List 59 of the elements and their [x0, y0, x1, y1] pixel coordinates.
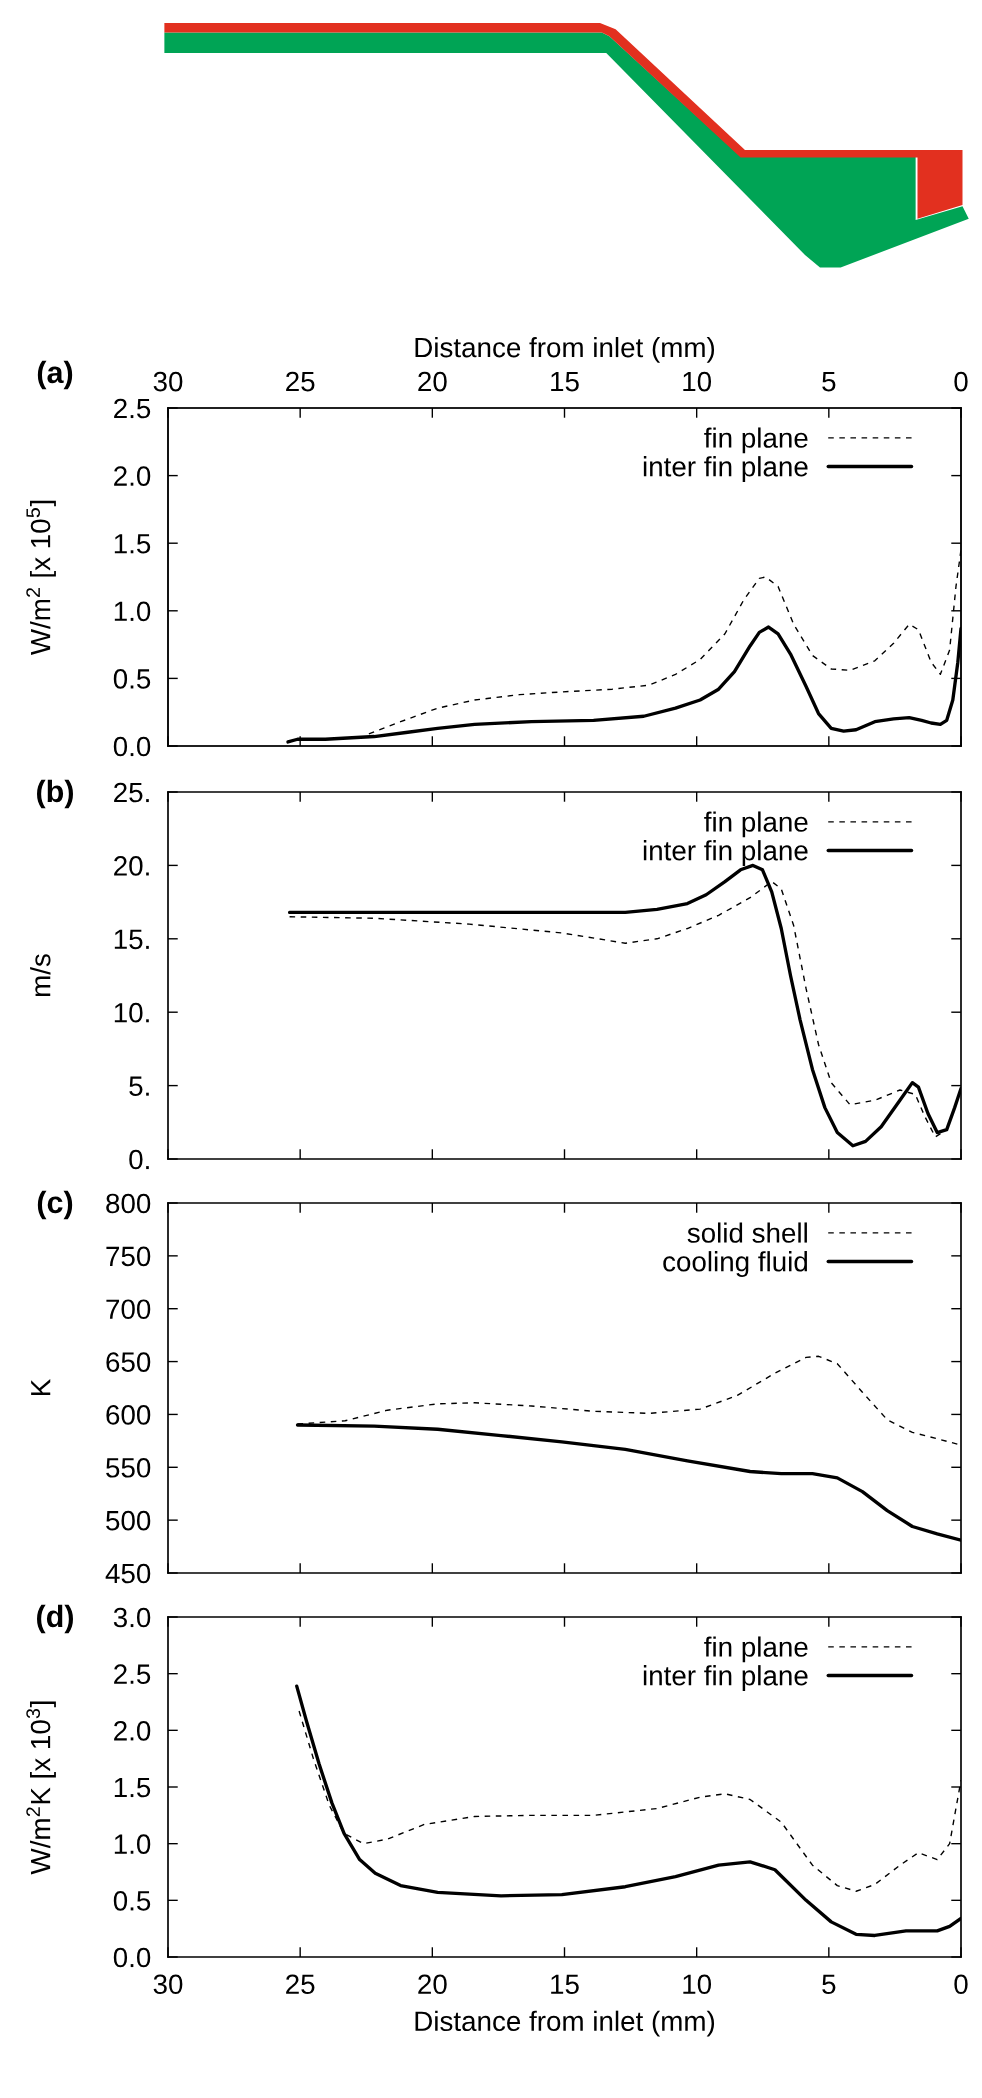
y-tick-label: 700	[106, 1299, 151, 1320]
y-tick-label: 3.0	[113, 1607, 151, 1628]
y-tick-label: 2.5	[114, 1664, 151, 1685]
x-tick-label: 5	[822, 1974, 836, 1995]
chart-title: (b)	[37, 779, 73, 809]
legend-label: fin plane	[704, 811, 808, 838]
legend-label: cooling fluid	[663, 1251, 807, 1278]
x-tick-label: 30	[153, 1974, 183, 1995]
y-axis-title: K	[31, 1379, 51, 1395]
y-tick-label: 1.5	[114, 1777, 151, 1798]
y-axis-title: W/m$^{2}$ [x 10$^{5}$]	[26, 500, 56, 656]
y-tick-label: 0.	[129, 1149, 149, 1170]
y-tick-label: 2.0	[114, 1721, 151, 1741]
legend-label: fin plane	[704, 1636, 808, 1663]
y-tick-label: 5.	[129, 1076, 149, 1096]
x2-tick-label: 0	[954, 371, 968, 392]
y-tick-label: 15.	[114, 929, 149, 950]
legend-label: solid shell	[687, 1222, 807, 1243]
y-tick-label: 0.5	[113, 1891, 151, 1911]
y-tick-label: 1.0	[114, 601, 151, 622]
y-tick-label: 550	[106, 1457, 151, 1478]
x2-tick-label: 25	[286, 371, 315, 392]
y-tick-label: 1.0	[114, 1834, 151, 1855]
x2-tick-label: 5	[822, 372, 836, 392]
y-tick-label: 2.0	[114, 466, 151, 486]
y-tick-label: 25.	[114, 782, 149, 803]
legend-label: fin plane	[704, 427, 808, 454]
y-tick-label: 500	[106, 1510, 151, 1531]
y-tick-label: 1.5	[114, 534, 151, 554]
y-tick-label: 2.5	[114, 398, 151, 419]
x2-tick-label: 10	[683, 371, 712, 392]
chart-title: (c)	[37, 1190, 73, 1220]
x2-tick-label: 15	[551, 372, 579, 392]
legend-label: inter fin plane	[643, 840, 808, 867]
x-tick-label: 15	[551, 1974, 579, 1995]
y-tick-label: 450	[105, 1563, 151, 1584]
x2-tick-label: 20	[418, 371, 447, 392]
y-tick-label: 10.	[114, 1002, 149, 1023]
x-axis-title: Distance from inlet (mm)	[415, 2010, 715, 2037]
x-tick-label: 25	[286, 1974, 315, 1995]
y-tick-label: 20.	[114, 856, 149, 876]
y-tick-label: 0.5	[113, 669, 151, 689]
x-tick-label: 20	[418, 1974, 447, 1995]
x2-axis-title: Distance from inlet (mm)	[415, 336, 715, 363]
y-tick-label: 0.0	[113, 736, 151, 757]
chart-title: (a)	[37, 360, 73, 390]
y-tick-label: 650	[106, 1352, 151, 1372]
y-tick-label: 800	[106, 1193, 151, 1214]
legend-label: inter fin plane	[643, 456, 808, 483]
x-tick-label: 10	[683, 1974, 712, 1995]
chart-title: (d)	[37, 1604, 73, 1634]
y-axis-title: m/s	[30, 954, 51, 997]
y-tick-label: 750	[106, 1246, 151, 1267]
y-axis-title: W/m$^{2}$K [x 10$^{3}$]	[26, 1701, 56, 1875]
x-tick-label: 0	[954, 1974, 968, 1995]
legend-label: inter fin plane	[643, 1665, 808, 1692]
x2-tick-label: 30	[153, 371, 183, 392]
y-tick-label: 0.0	[113, 1947, 151, 1968]
y-tick-label: 600	[106, 1405, 151, 1425]
